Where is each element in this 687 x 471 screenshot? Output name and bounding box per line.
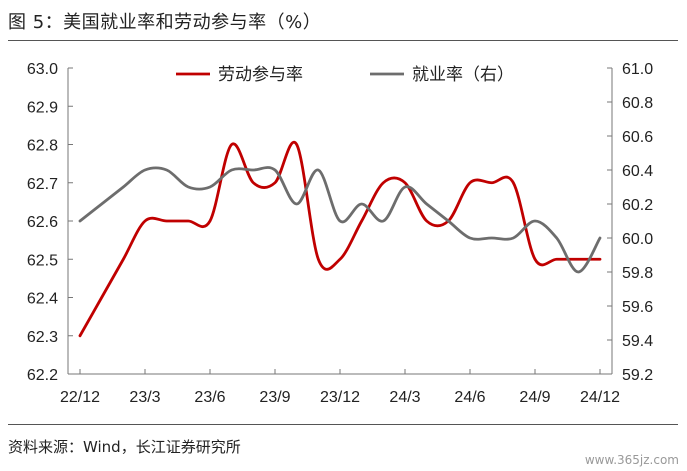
x-tick-label: 24/6: [454, 389, 485, 406]
x-tick-label: 23/12: [320, 389, 360, 406]
series-layer: [78, 140, 602, 338]
left-y-tick-label: 62.8: [27, 138, 58, 155]
left-y-tick-label: 62.2: [27, 367, 58, 384]
x-tick-label: 23/9: [259, 389, 290, 406]
x-tick-label: 22/12: [60, 389, 100, 406]
left-y-tick-label: 62.6: [27, 214, 58, 231]
x-tick-label: 24/12: [580, 389, 620, 406]
left-y-tick-label: 63.0: [27, 61, 58, 78]
x-tick-label: 23/3: [129, 389, 160, 406]
legend-label: 劳动参与率: [218, 65, 303, 85]
series-line-employment-rate: [78, 166, 602, 274]
right-y-tick-label: 59.2: [622, 367, 653, 384]
right-y-tick-label: 60.4: [622, 163, 653, 180]
right-y-tick-label: 60.8: [622, 95, 653, 112]
left-y-tick-label: 62.7: [27, 176, 58, 193]
legend-label: 就业率（右）: [412, 65, 514, 85]
x-tick-label: 24/9: [519, 389, 550, 406]
source-note: 资料来源：Wind，长江证券研究所: [8, 438, 241, 456]
figure-title: 图 5：美国就业率和劳动参与率（%）: [8, 12, 322, 33]
x-tick-label: 24/3: [389, 389, 420, 406]
legend: 劳动参与率 就业率（右）: [176, 65, 514, 85]
left-y-tick-label: 62.4: [27, 291, 58, 308]
right-y-tick-label: 60.6: [622, 129, 653, 146]
right-y-tick-label: 60.0: [622, 231, 653, 248]
title-divider: [8, 40, 678, 41]
x-tick-label: 23/6: [194, 389, 225, 406]
left-y-tick-label: 62.3: [27, 329, 58, 346]
source-divider: [8, 424, 678, 425]
right-y-tick-label: 59.8: [622, 265, 653, 282]
right-y-tick-label: 59.6: [622, 299, 653, 316]
right-y-tick-label: 61.0: [622, 61, 653, 78]
left-y-tick-label: 62.9: [27, 99, 58, 116]
watermark: www.365jz.com: [584, 453, 679, 467]
series-line-labor-participation: [78, 140, 602, 338]
right-y-tick-label: 60.2: [622, 197, 653, 214]
axes: 62.2 62.3 62.4 62.5 62.6 62.7 62.8 62.9 63.0 59.2…: [27, 61, 653, 406]
right-y-tick-label: 59.4: [622, 333, 653, 350]
left-y-tick-label: 62.5: [27, 252, 58, 269]
